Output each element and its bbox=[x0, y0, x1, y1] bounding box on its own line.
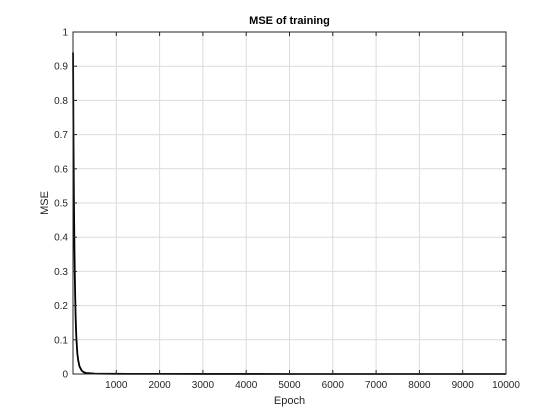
x-tick-label: 7000 bbox=[365, 380, 388, 391]
y-tick-label: 0.3 bbox=[54, 267, 68, 278]
y-tick-label: 0.7 bbox=[54, 130, 68, 141]
y-tick-label: 0.6 bbox=[54, 164, 68, 175]
y-tick-label: 0.8 bbox=[54, 96, 68, 107]
y-tick-label: 0.5 bbox=[54, 199, 68, 210]
x-tick-label: 6000 bbox=[322, 380, 345, 391]
chart-title: MSE of training bbox=[249, 15, 330, 27]
y-axis-ticks: 0 0.1 0.2 0.3 0.4 0.5 0.6 0.7 0.8 0.9 1 bbox=[54, 28, 506, 381]
y-axis-label: MSE bbox=[39, 191, 51, 215]
x-tick-label: 10000 bbox=[492, 380, 520, 391]
y-tick-label: 0.9 bbox=[54, 62, 68, 73]
y-tick-label: 0.2 bbox=[54, 301, 68, 312]
x-axis-label: Epoch bbox=[274, 395, 305, 407]
grid-lines bbox=[73, 31, 507, 375]
x-tick-label: 3000 bbox=[192, 380, 215, 391]
x-tick-label: 4000 bbox=[235, 380, 258, 391]
x-tick-label: 8000 bbox=[408, 380, 431, 391]
x-tick-label: 9000 bbox=[452, 380, 475, 391]
y-tick-label: 1 bbox=[62, 28, 68, 39]
x-tick-label: 1000 bbox=[105, 380, 128, 391]
y-tick-label: 0.1 bbox=[54, 335, 68, 346]
x-tick-label: 5000 bbox=[278, 380, 301, 391]
x-tick-label: 2000 bbox=[148, 380, 171, 391]
y-tick-label: 0 bbox=[62, 370, 68, 381]
x-axis-ticks: 1000 2000 3000 4000 5000 6000 7000 8000 9000 1000… bbox=[105, 32, 520, 391]
y-tick-label: 0.4 bbox=[54, 233, 68, 244]
